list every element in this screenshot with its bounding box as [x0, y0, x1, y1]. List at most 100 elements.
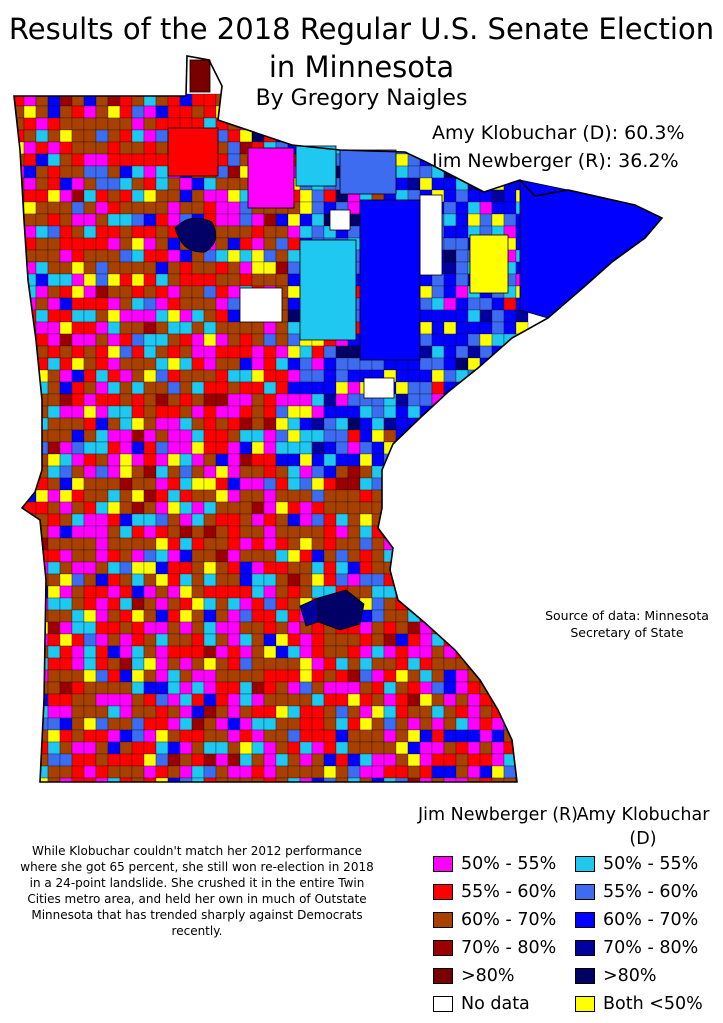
precinct-cell	[239, 645, 253, 659]
precinct-cell	[143, 345, 157, 359]
precinct-cell	[407, 117, 421, 131]
precinct-cell	[14, 561, 25, 575]
precinct-cell	[47, 237, 61, 251]
precinct-cell	[155, 681, 169, 695]
precinct-cell	[143, 177, 157, 191]
precinct-cell	[215, 393, 229, 407]
precinct-cell	[455, 633, 469, 647]
precinct-cell	[263, 357, 277, 371]
precinct-cell	[155, 489, 169, 503]
precinct-cell	[83, 513, 97, 527]
metro-suburbs	[299, 597, 319, 627]
precinct-cell	[443, 729, 457, 743]
precinct-cell	[263, 249, 277, 263]
precinct-cell	[359, 753, 373, 767]
precinct-cell	[479, 561, 493, 575]
precinct-cell	[215, 93, 229, 107]
precinct-cell	[239, 381, 253, 395]
precinct-cell	[227, 729, 241, 743]
precinct-cell	[395, 441, 409, 455]
precinct-cell	[299, 717, 313, 731]
precinct-cell	[167, 609, 181, 623]
precinct-cell	[419, 93, 433, 107]
precinct-cell	[287, 249, 301, 263]
precinct-cell	[239, 669, 253, 683]
precinct-cell	[179, 381, 193, 395]
precinct-cell	[227, 153, 241, 167]
precinct-cell	[479, 153, 493, 167]
precinct-cell	[227, 525, 241, 539]
precinct-cell	[263, 753, 277, 767]
precinct-cell	[335, 357, 349, 371]
precinct-cell	[95, 261, 109, 275]
precinct-cell	[239, 405, 253, 419]
precinct-cell	[263, 261, 277, 275]
precinct-cell	[491, 645, 505, 659]
precinct-cell	[95, 441, 109, 455]
precinct-cell	[47, 105, 61, 119]
precinct-cell	[383, 621, 397, 635]
precinct-cell	[14, 693, 25, 707]
precinct-cell	[14, 633, 25, 647]
precinct-cell	[167, 705, 181, 719]
precinct-cell	[455, 141, 469, 155]
precinct-cell	[419, 417, 433, 431]
precinct-cell	[119, 621, 133, 635]
precinct-cell	[215, 261, 229, 275]
precinct-cell	[95, 645, 109, 659]
precinct-cell	[299, 369, 313, 383]
precinct-cell	[47, 333, 61, 347]
precinct-cell	[431, 381, 445, 395]
precinct-cell	[287, 93, 301, 107]
precinct-cell	[299, 105, 313, 119]
precinct-cell	[239, 513, 253, 527]
precinct-cell	[47, 129, 61, 143]
precinct-cell	[143, 585, 157, 599]
precinct-cell	[383, 717, 397, 731]
precinct-cell	[83, 309, 97, 323]
precinct-cell	[263, 633, 277, 647]
precinct-cell	[455, 429, 469, 443]
precinct-cell	[419, 477, 433, 491]
precinct-cell	[287, 261, 301, 275]
precinct-cell	[347, 477, 361, 491]
precinct-cell	[131, 309, 145, 323]
precinct-cell	[359, 501, 373, 515]
precinct-cell	[119, 489, 133, 503]
precinct-cell	[215, 309, 229, 323]
precinct-cell	[59, 441, 73, 455]
precinct-cell	[179, 489, 193, 503]
precinct-cell	[251, 441, 265, 455]
precinct-cell	[443, 261, 457, 275]
precinct-cell	[155, 777, 169, 782]
precinct-cell	[14, 585, 25, 599]
precinct-cell	[263, 609, 277, 623]
precinct-cell	[191, 189, 205, 203]
precinct-cell	[287, 297, 301, 311]
precinct-cell	[83, 657, 97, 671]
precinct-cell	[371, 117, 385, 131]
precinct-cell	[263, 585, 277, 599]
precinct-cell	[143, 129, 157, 143]
precinct-cell	[107, 117, 121, 131]
precinct-cell	[143, 285, 157, 299]
legend-label: 70% - 80%	[603, 938, 699, 958]
precinct-cell	[419, 465, 433, 479]
precinct-cell	[14, 441, 25, 455]
precinct-cell	[239, 621, 253, 635]
precinct-cell	[251, 261, 265, 275]
precinct-cell	[419, 369, 433, 383]
precinct-cell	[107, 369, 121, 383]
precinct-cell	[107, 705, 121, 719]
precinct-cell	[59, 633, 73, 647]
precinct-cell	[239, 585, 253, 599]
precinct-cell	[83, 393, 97, 407]
precinct-cell	[431, 597, 445, 611]
precinct-cell	[59, 345, 73, 359]
precinct-cell	[263, 717, 277, 731]
precinct-cell	[515, 525, 529, 539]
commentary-text: While Klobuchar couldn't match her 2012 …	[20, 844, 374, 938]
precinct-cell	[227, 585, 241, 599]
precinct-cell	[95, 561, 109, 575]
precinct-cell	[503, 621, 517, 635]
